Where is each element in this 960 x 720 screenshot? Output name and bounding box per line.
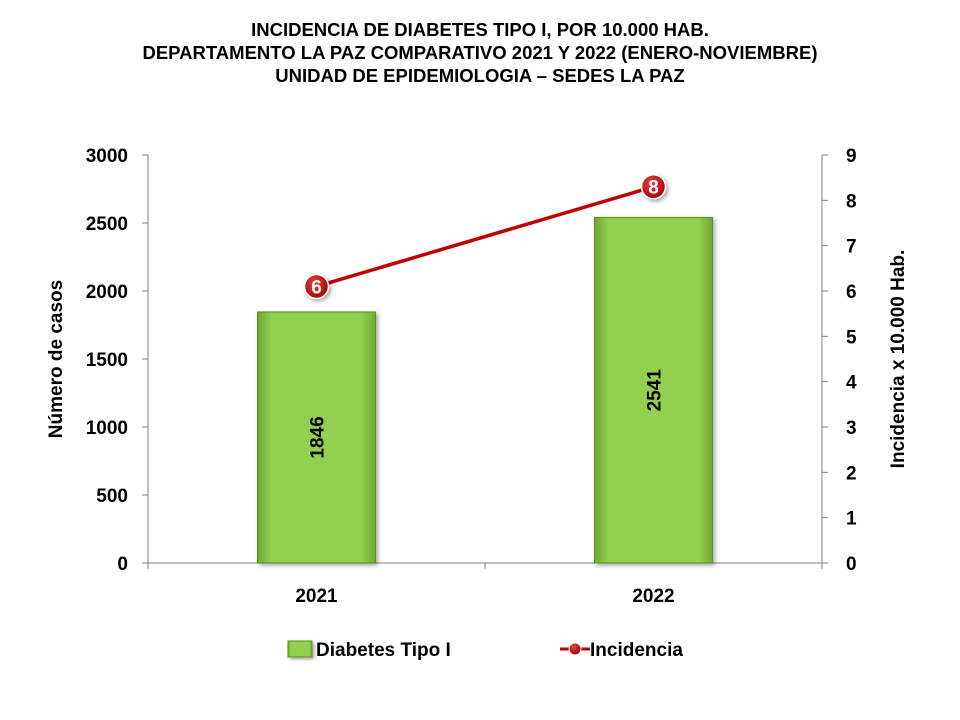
bar-data-label: 1846 (308, 416, 329, 458)
line-data-label: 8 (648, 178, 659, 199)
y-tick-label: 2500 (86, 214, 128, 235)
y-tick-label: 2000 (86, 282, 128, 303)
y2-tick-label: 4 (846, 373, 857, 394)
line-data-label: 6 (311, 277, 322, 298)
y2-tick-label: 1 (846, 509, 857, 530)
y-tick-label: 500 (96, 486, 128, 507)
bar-data-label: 2541 (645, 369, 666, 412)
y-tick-label: 1000 (86, 418, 128, 439)
bar-diabetes-tipo-i (594, 216, 713, 564)
y-tick-label: 3000 (86, 146, 128, 167)
y2-tick-label: 8 (846, 191, 857, 212)
chart-title: INCIDENCIA DE DIABETES TIPO I, POR 10.00… (0, 18, 960, 87)
title-line-3: UNIDAD DE EPIDEMIOLOGIA – SEDES LA PAZ (275, 65, 685, 86)
bar-diabetes-tipo-i (257, 311, 376, 564)
legend-label-line: Incidencia (590, 640, 683, 661)
legend-label-bar: Diabetes Tipo I (316, 640, 451, 661)
y2-tick-label: 7 (846, 237, 857, 258)
y-tick-label: 1500 (86, 350, 128, 371)
legend-marker-line (568, 642, 582, 656)
incidencia-line (316, 185, 654, 289)
x-tick-label: 2022 (632, 586, 674, 607)
legend-swatch-bar (287, 640, 313, 658)
y2-axis-title: Incidencia x 10.000 Hab. (888, 250, 909, 469)
incidencia-marker (303, 273, 330, 300)
y2-tick-label: 3 (846, 418, 857, 439)
y2-tick-label: 6 (846, 282, 857, 303)
y2-tick-label: 9 (846, 146, 857, 167)
y2-tick-label: 5 (846, 327, 857, 348)
title-line-1: INCIDENCIA DE DIABETES TIPO I, POR 10.00… (251, 19, 709, 40)
y-axis-title: Número de casos (46, 280, 67, 438)
title-line-2: DEPARTAMENTO LA PAZ COMPARATIVO 2021 Y 2… (142, 42, 818, 63)
y2-tick-label: 2 (846, 463, 857, 484)
y2-tick-label: 0 (846, 554, 857, 575)
y-tick-label: 0 (117, 554, 128, 575)
x-tick-label: 2021 (295, 586, 338, 607)
incidencia-marker (640, 173, 667, 200)
